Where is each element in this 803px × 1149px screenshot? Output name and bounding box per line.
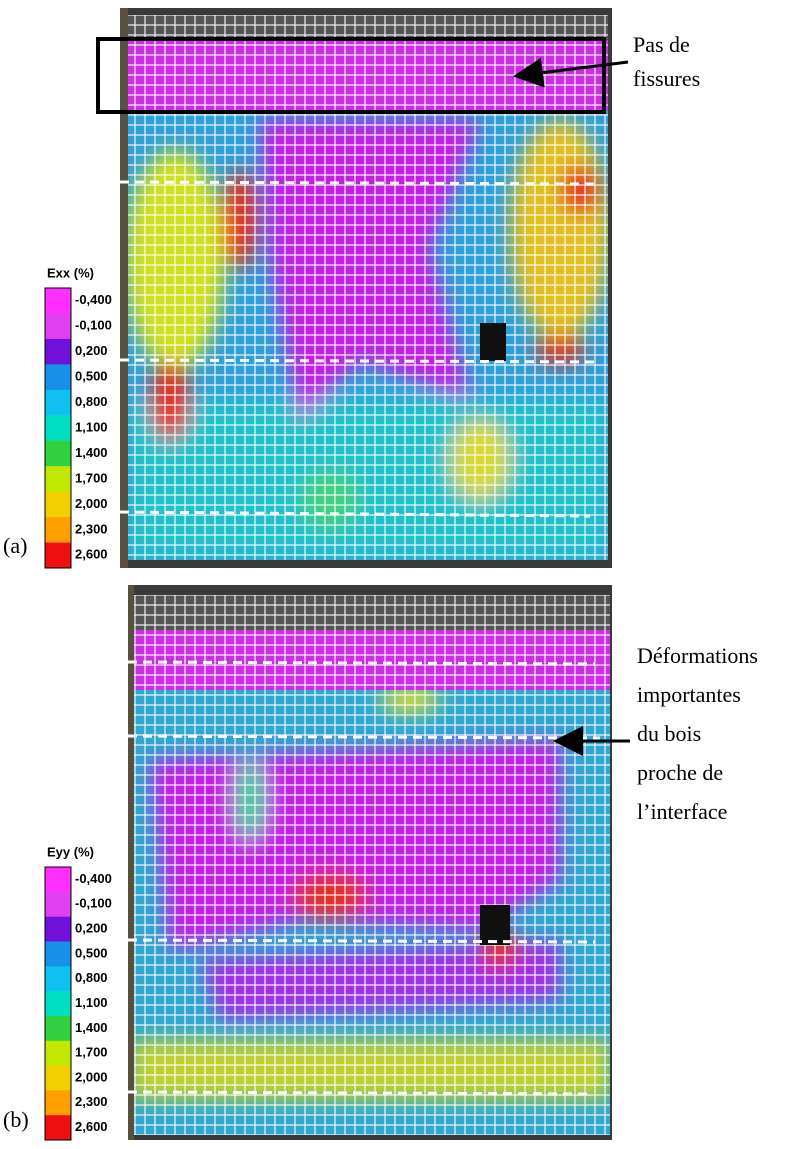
legend-swatch [45, 415, 71, 442]
legend-swatch [45, 466, 71, 493]
legend-frame [44, 866, 72, 1141]
legend-label: -0,100 [75, 318, 112, 333]
legend-label: 2,000 [75, 1069, 108, 1084]
legend-swatch [45, 941, 71, 967]
panel-label: (b) [3, 1107, 29, 1132]
strain-map-b [127, 585, 630, 1140]
legend-label: 2,300 [75, 521, 108, 536]
legend-frame [44, 287, 72, 569]
legend-swatch [45, 867, 71, 893]
annotation-line: l’interface [637, 799, 727, 824]
legend-label: 0,800 [75, 394, 108, 409]
legend-title: Eyy (%) [47, 844, 94, 859]
legend-swatch [45, 916, 71, 942]
legend-label: 2,600 [75, 1119, 108, 1134]
legend-swatch [45, 313, 71, 340]
legend-swatch [45, 1115, 71, 1141]
legend-label: -0,400 [75, 292, 112, 307]
legend-label: 1,400 [75, 1020, 108, 1035]
strain-map-a [96, 8, 629, 568]
legend-label: 2,600 [75, 547, 108, 562]
legend-label: 1,100 [75, 995, 108, 1010]
legend-label: -0,400 [75, 871, 112, 886]
legend-title: Exx (%) [47, 265, 94, 280]
legend-swatch [45, 991, 71, 1017]
legend-swatch [45, 389, 71, 416]
legend-swatch [45, 966, 71, 992]
legend-swatch [45, 491, 71, 518]
legend-swatch [45, 542, 71, 569]
legend-label: 2,300 [75, 1094, 108, 1109]
legend-label: 1,700 [75, 470, 108, 485]
legend-swatch [45, 364, 71, 391]
annotation-line: importantes [637, 682, 741, 707]
legend-label: 0,200 [75, 343, 108, 358]
legend-label: 2,000 [75, 496, 108, 511]
legend-swatch [45, 891, 71, 918]
legend-label: 0,500 [75, 369, 108, 384]
legend-label: 1,700 [75, 1045, 108, 1060]
legend-label: 0,200 [75, 920, 108, 935]
legend-swatch [45, 1065, 71, 1091]
legend-swatch [45, 440, 71, 467]
panel-label: (a) [3, 533, 27, 558]
labels: Exx (%) -0,400 -0,100 0,200 0,500 0,800 1,100 1… [3, 32, 758, 1141]
legend-swatch [45, 1040, 71, 1067]
legend-swatch [45, 338, 71, 365]
annotation-line: fissures [633, 66, 700, 91]
annotation-line: Déformations [637, 643, 758, 668]
annotation-line: Pas de [633, 32, 690, 57]
legend-swatch [45, 288, 71, 314]
legend-label: 1,100 [75, 419, 108, 434]
legend-swatch [45, 517, 71, 544]
legend-label: 0,500 [75, 945, 108, 960]
legend-label: 1,400 [75, 445, 108, 460]
annotation-line: proche de [637, 760, 723, 785]
legend-swatch [45, 1015, 71, 1042]
legend-label: -0,100 [75, 896, 112, 911]
annotation-line: du bois [637, 721, 701, 746]
legend-swatch [45, 1090, 71, 1116]
legend-label: 0,800 [75, 970, 108, 985]
